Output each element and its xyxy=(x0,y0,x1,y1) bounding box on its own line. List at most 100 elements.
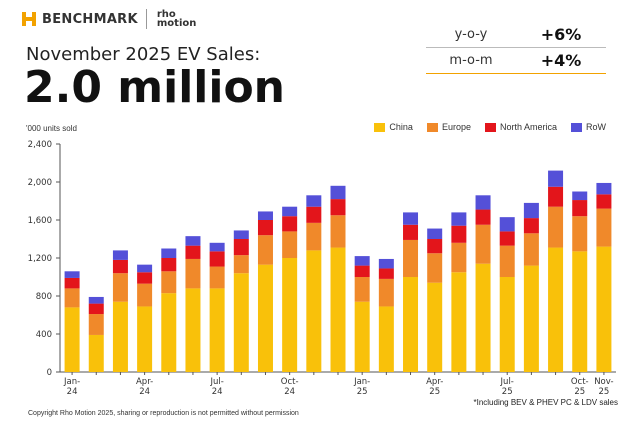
x-tick-label-year: 25 xyxy=(357,387,368,397)
x-tick-label-year: 24 xyxy=(284,387,295,397)
y-tick-label: 1,600 xyxy=(28,216,52,226)
bar-segment-europe xyxy=(330,215,346,248)
stat-bottom-rule xyxy=(426,73,606,74)
legend-swatch-china xyxy=(374,122,386,132)
bar-segment-row xyxy=(572,191,588,201)
bar-segment-china xyxy=(403,277,419,372)
bar-segment-north-america xyxy=(88,303,104,315)
bar-segment-europe xyxy=(451,242,467,273)
bar-segment-china xyxy=(548,247,564,372)
x-tick-label: Jul- xyxy=(500,377,514,387)
bar-segment-europe xyxy=(475,224,491,264)
bar-segment-north-america xyxy=(427,239,443,254)
stat-row-yoy: y-o-y +6% xyxy=(426,22,606,47)
bar-segment-row xyxy=(161,248,177,258)
x-tick-label-year: 25 xyxy=(502,387,513,397)
bar-segment-europe xyxy=(112,273,128,302)
stat-label-mom: m-o-m xyxy=(449,53,493,68)
benchmark-wordmark: BENCHMARK xyxy=(42,11,138,27)
bar-segment-row xyxy=(233,230,249,239)
y-tick-label: 1,200 xyxy=(28,254,52,264)
bar-segment-china xyxy=(330,247,346,372)
x-tick-label-year: 25 xyxy=(429,387,440,397)
x-tick-label-year: 25 xyxy=(574,387,585,397)
x-tick-label-year: 24 xyxy=(139,387,150,397)
bar-segment-europe xyxy=(161,271,177,294)
bar-segment-china xyxy=(596,246,612,372)
bar-segment-europe xyxy=(427,253,443,283)
y-tick-label: 0 xyxy=(47,368,52,378)
bar-segment-north-america xyxy=(112,259,128,274)
bar-segment-europe xyxy=(88,314,104,335)
bar-segment-row xyxy=(209,242,225,252)
bar-segment-china xyxy=(427,282,443,372)
bar-segment-china xyxy=(475,263,491,372)
logo-divider xyxy=(145,9,147,29)
stat-divider xyxy=(426,47,606,48)
bar-segment-north-america xyxy=(451,225,467,243)
bar-segment-row xyxy=(523,202,539,219)
bar-segment-row xyxy=(137,264,153,273)
legend-swatch-north-america xyxy=(484,122,496,132)
bar-segment-china xyxy=(88,334,104,372)
bar-segment-row xyxy=(354,256,370,266)
bar-segment-north-america xyxy=(499,231,515,246)
legend-swatch-row xyxy=(571,122,582,132)
bar-segment-north-america xyxy=(330,199,346,216)
bar-segment-europe xyxy=(282,231,298,258)
bar-segment-row xyxy=(475,195,491,210)
bar-segment-china xyxy=(257,264,273,372)
rho-motion-logo: rho motion xyxy=(156,9,197,29)
bar-segment-row xyxy=(378,258,394,269)
headline-value: 2.0 million xyxy=(24,62,285,113)
bar-segment-north-america xyxy=(306,206,322,223)
y-tick-label: 2,000 xyxy=(28,178,52,188)
stat-label-yoy: y-o-y xyxy=(454,27,488,42)
bar-segment-europe xyxy=(209,266,225,289)
stat-value-mom: +4% xyxy=(540,51,582,70)
page-title: November 2025 EV Sales: xyxy=(26,44,261,65)
bar-segment-row xyxy=(282,206,298,217)
bar-segment-europe xyxy=(596,208,612,247)
bar-segment-row xyxy=(330,185,346,200)
bar-segment-north-america xyxy=(475,209,491,225)
chart-legend: China Europe North America RoW xyxy=(374,122,606,132)
chart-footnote: *Including BEV & PHEV PC & LDV sales xyxy=(473,398,618,407)
legend-label-north-america: North America xyxy=(499,122,557,132)
bar-segment-north-america xyxy=(523,218,539,234)
bar-segment-row xyxy=(451,212,467,226)
legend-label-china: China xyxy=(389,122,413,132)
bar-segment-europe xyxy=(378,278,394,307)
legend-item-row: RoW xyxy=(571,122,606,132)
bar-segment-north-america xyxy=(257,220,273,236)
bar-segment-europe xyxy=(548,206,564,248)
bar-segment-north-america xyxy=(548,186,564,207)
bar-segment-europe xyxy=(403,239,419,277)
legend-item-europe: Europe xyxy=(426,122,471,132)
legend-item-china: China xyxy=(374,122,413,132)
x-tick-label: Oct- xyxy=(571,377,589,387)
legend-label-europe: Europe xyxy=(441,122,471,132)
x-tick-label: Oct- xyxy=(281,377,299,387)
bar-segment-china xyxy=(572,251,588,372)
bar-segment-china xyxy=(112,301,128,372)
benchmark-logo: BENCHMARK xyxy=(22,12,138,27)
bar-segment-row xyxy=(403,212,419,225)
bar-segment-north-america xyxy=(64,277,80,289)
bar-segment-europe xyxy=(64,288,80,308)
x-tick-label-year: 24 xyxy=(67,387,78,397)
y-tick-label: 2,400 xyxy=(28,140,52,150)
bar-segment-europe xyxy=(233,255,249,274)
bar-segment-china xyxy=(499,277,515,372)
bar-segment-row xyxy=(499,217,515,232)
bar-segment-china xyxy=(209,288,225,372)
rho-logo-line1: rho xyxy=(156,9,176,20)
bar-segment-europe xyxy=(257,235,273,265)
bar-segment-china xyxy=(137,306,153,372)
y-axis-units-label: '000 units sold xyxy=(26,124,77,133)
bar-segment-north-america xyxy=(572,200,588,217)
bar-segment-row xyxy=(548,170,564,187)
bar-segment-north-america xyxy=(209,251,225,267)
bar-segment-china xyxy=(185,288,201,372)
x-tick-label-year: 24 xyxy=(212,387,223,397)
